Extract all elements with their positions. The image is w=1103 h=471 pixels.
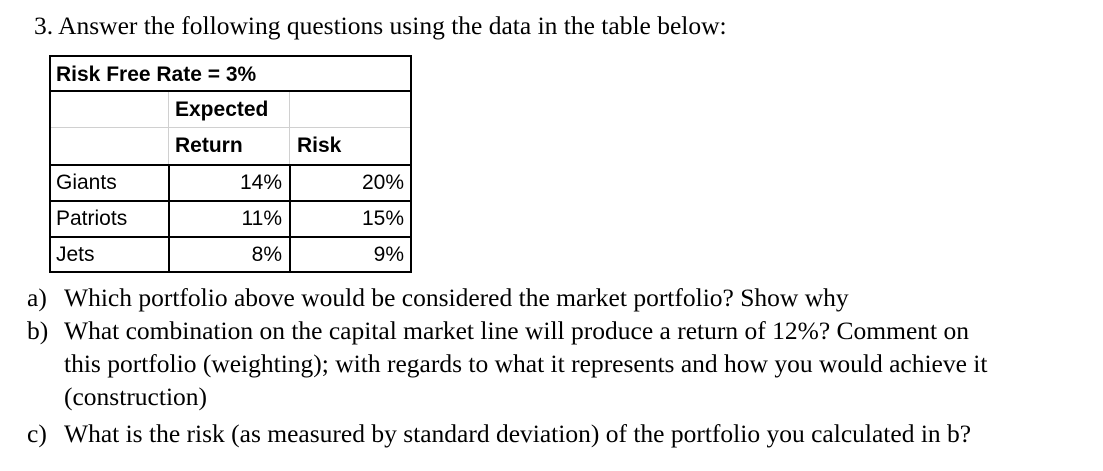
border-row: [49, 236, 412, 238]
gridline: [168, 91, 169, 165]
row-name: Jets: [56, 243, 95, 266]
table-title: Risk Free Rate = 3%: [56, 63, 257, 86]
row-name: Patriots: [56, 207, 128, 230]
border-bottom: [49, 271, 412, 273]
question-heading: 3. Answer the following questions using …: [34, 11, 727, 40]
subquestion-letter: a): [27, 283, 47, 312]
header-risk: Risk: [297, 134, 342, 157]
subquestion-letter: c): [27, 419, 47, 448]
row-name: Giants: [56, 171, 117, 194]
border-left: [49, 55, 51, 273]
row-expected-return: 8%: [251, 243, 282, 266]
header-expected: Expected: [175, 98, 269, 121]
border-header: [49, 164, 412, 166]
row-expected-return: 11%: [241, 207, 282, 230]
row-risk: 9%: [373, 243, 404, 266]
border-right: [410, 55, 412, 273]
subquestion-text: What combination on the capital market l…: [64, 316, 969, 345]
gridline: [49, 127, 412, 128]
border-col: [289, 164, 291, 273]
subquestion-text: this portfolio (weighting); with regards…: [64, 349, 988, 378]
data-table: Risk Free Rate = 3% Expected Return Risk…: [49, 55, 412, 273]
subquestion-letter: b): [27, 316, 49, 345]
subquestion-text: Which portfolio above would be considere…: [64, 283, 849, 312]
border-title: [49, 90, 412, 92]
header-return: Return: [175, 134, 243, 157]
border-top: [49, 55, 412, 57]
subquestion-text: (construction): [64, 382, 208, 411]
subquestion-text: What is the risk (as measured by standar…: [64, 419, 972, 448]
row-expected-return: 14%: [239, 171, 282, 194]
row-risk: 20%: [361, 171, 404, 194]
gridline: [289, 91, 290, 165]
border-row: [49, 200, 412, 202]
row-risk: 15%: [361, 207, 404, 230]
border-col: [168, 164, 170, 273]
